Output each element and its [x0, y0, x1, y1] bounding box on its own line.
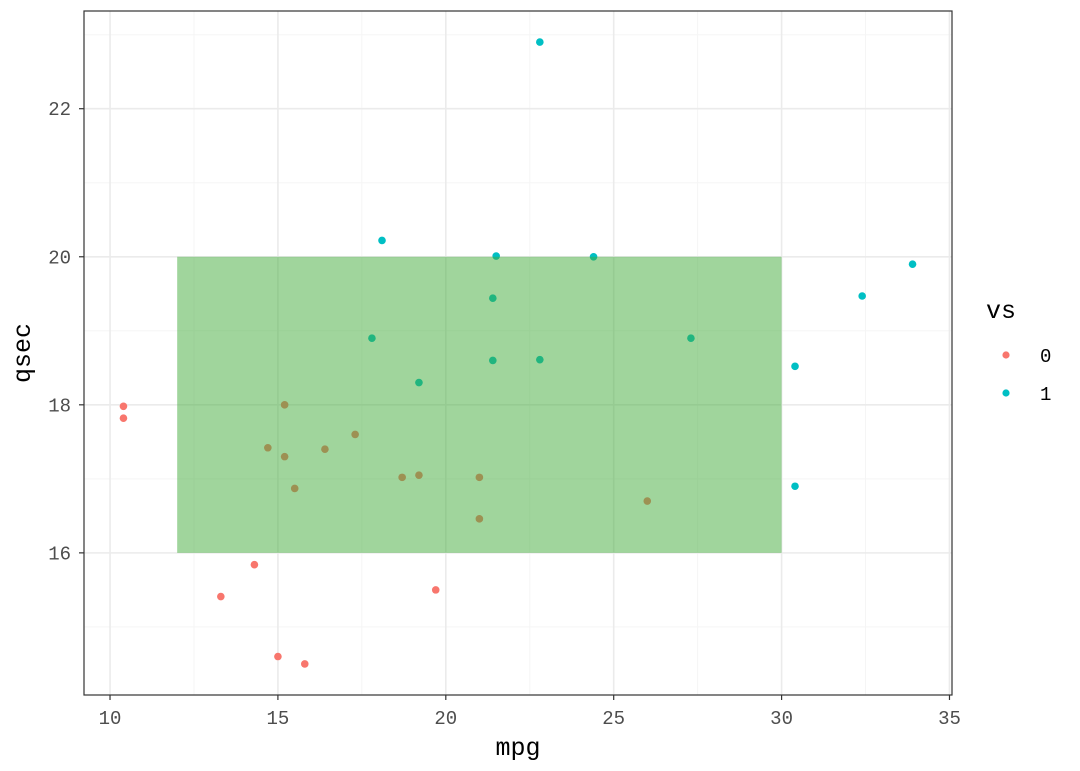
- data-point-vs-0: [431, 586, 440, 594]
- x-tick-label: 10: [99, 708, 122, 730]
- data-point-vs-0: [119, 414, 128, 422]
- legend: vs 0 1: [986, 297, 1051, 406]
- x-tick-label: 35: [938, 708, 961, 730]
- y-tick-label: 22: [48, 99, 71, 121]
- legend-title: vs: [986, 297, 1016, 326]
- x-tick-label: 15: [267, 708, 290, 730]
- data-point-vs-0: [250, 560, 259, 569]
- data-point-vs-1: [536, 38, 544, 46]
- data-point-vs-1: [791, 362, 799, 371]
- data-point-vs-0: [274, 652, 282, 661]
- highlight-rectangle: [177, 256, 782, 553]
- data-point-vs-0: [217, 592, 225, 601]
- data-point-vs-1: [791, 482, 799, 491]
- y-axis-title: qsec: [9, 323, 38, 383]
- legend-label: 1: [1040, 384, 1051, 406]
- x-tick-label: 20: [434, 708, 457, 730]
- x-axis-title: mpg: [495, 734, 540, 763]
- panel-border: [83, 10, 953, 696]
- data-point-vs-1: [378, 236, 386, 245]
- x-tick-label: 25: [602, 708, 625, 730]
- y-tick-label: 16: [48, 543, 71, 565]
- y-tick-label: 18: [48, 395, 71, 417]
- legend-item-1: 1: [1002, 384, 1051, 406]
- data-point-vs-0: [119, 402, 128, 411]
- legend-key-dot-icon: [1002, 351, 1010, 359]
- legend-item-0: 0: [1002, 346, 1051, 368]
- legend-key-dot-icon: [1002, 389, 1010, 397]
- data-point-vs-1: [908, 260, 917, 268]
- x-tick-label: 30: [770, 708, 793, 730]
- data-point-vs-1: [858, 292, 866, 300]
- y-tick-label: 20: [48, 247, 71, 269]
- y-axis: 16 18 20 22: [48, 99, 84, 565]
- x-axis: 10 15 20 25 30 35: [99, 695, 961, 730]
- data-point-vs-0: [300, 660, 309, 668]
- legend-label: 0: [1040, 346, 1051, 368]
